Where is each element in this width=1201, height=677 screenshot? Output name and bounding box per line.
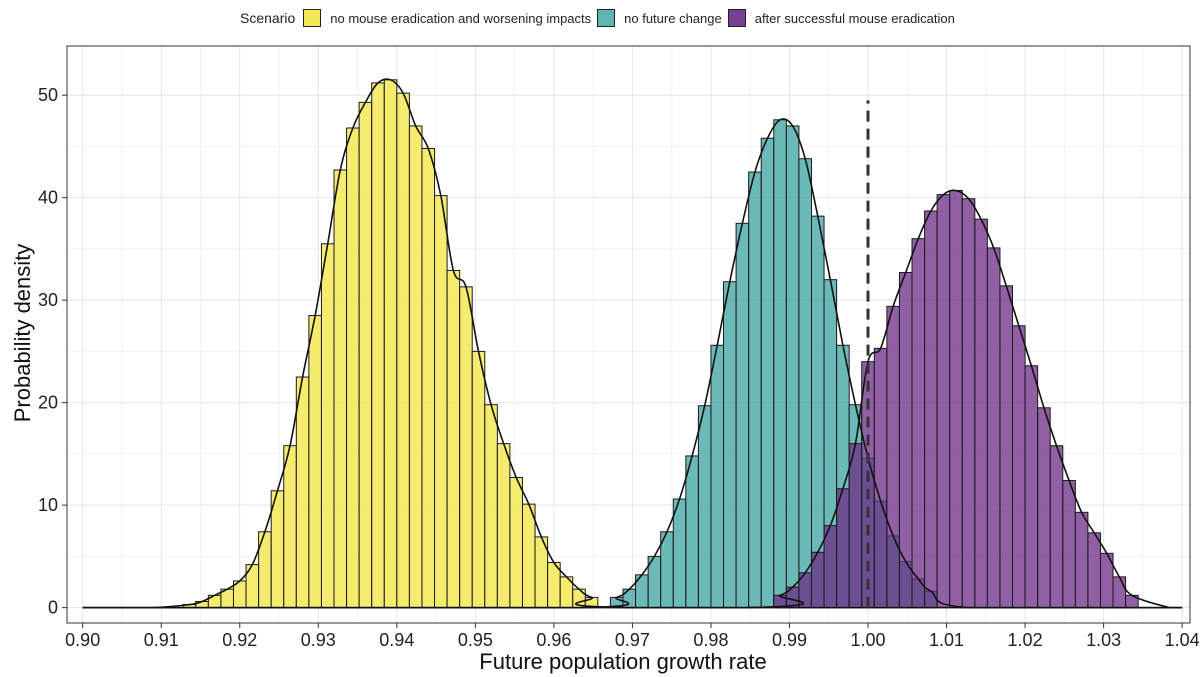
histogram-bar <box>459 286 473 609</box>
histogram-bar <box>320 243 335 609</box>
histogram-bar <box>333 169 348 609</box>
series-2-bars <box>773 190 1139 609</box>
x-tick-label: 0.90 <box>65 630 100 650</box>
histogram-bar <box>346 127 360 609</box>
y-tick-label: 10 <box>38 495 58 515</box>
histogram-bar <box>974 218 988 609</box>
histogram-bar <box>735 222 750 609</box>
x-tick-label: 0.96 <box>536 630 571 650</box>
histogram-bar <box>358 101 373 609</box>
series-1-bars <box>609 119 938 609</box>
histogram-bar <box>961 198 976 609</box>
legend-label-no-change: no future change <box>624 10 722 26</box>
histogram-bar <box>283 445 297 609</box>
histogram-bar <box>1012 325 1026 609</box>
histogram-bar <box>748 171 762 609</box>
histogram-bar <box>710 344 725 609</box>
x-tick-label: 0.92 <box>222 630 257 650</box>
legend-key-eradication <box>727 9 746 27</box>
histogram-bar <box>660 531 674 609</box>
histogram-bar <box>446 269 461 609</box>
legend: Scenario no mouse eradication and worsen… <box>240 7 961 29</box>
histogram-bar <box>836 488 850 609</box>
y-axis-label: Probability density <box>10 244 35 423</box>
series-0-bars <box>182 79 599 609</box>
histogram-bar <box>773 119 787 609</box>
x-tick-label: 1.02 <box>1008 630 1043 650</box>
legend-label-eradication: after successful mouse eradication <box>754 10 955 26</box>
histogram-bar <box>898 271 913 609</box>
x-tick-label: 0.97 <box>615 630 650 650</box>
histogram-bar <box>1024 365 1039 609</box>
y-tick-label: 40 <box>38 188 58 208</box>
series-1-density-curve <box>82 118 1183 609</box>
x-tick-label: 0.93 <box>301 630 336 650</box>
histogram-bar <box>308 315 322 609</box>
y-tick-label: 50 <box>38 85 58 105</box>
legend-label-worsening: no mouse eradication and worsening impac… <box>330 10 592 26</box>
histogram-bar <box>1049 445 1064 609</box>
legend-key-no-change <box>597 9 616 27</box>
histogram-bar <box>421 147 436 609</box>
histogram-bar <box>509 476 523 609</box>
panel-border <box>66 45 1191 624</box>
y-tick-label: 20 <box>38 393 58 413</box>
x-tick-label: 1.01 <box>929 630 964 650</box>
x-axis-label: Future population growth rate <box>479 649 766 674</box>
x-tick-label: 0.98 <box>693 630 728 650</box>
histogram-bar <box>1074 511 1089 609</box>
y-tick-label: 30 <box>38 290 58 310</box>
histogram-bar <box>496 443 511 609</box>
density-curves <box>82 78 1183 609</box>
histogram-bar <box>295 376 310 609</box>
histogram-bar <box>697 405 712 609</box>
histogram-bar <box>521 503 536 609</box>
histogram-bar <box>1087 532 1101 609</box>
x-tick-label: 0.91 <box>144 630 179 650</box>
histogram-bar <box>911 238 926 609</box>
histogram-bar <box>873 347 888 609</box>
histogram-bar <box>672 498 687 609</box>
histogram-bar <box>949 190 963 609</box>
histogram-bars <box>182 79 1139 609</box>
histogram-bar <box>685 455 699 609</box>
x-tick-label: 1.00 <box>850 630 885 650</box>
histogram-bar <box>471 350 486 609</box>
x-tick-label: 1.03 <box>1086 630 1121 650</box>
histogram-bar <box>371 82 385 609</box>
histogram-bar <box>823 525 838 609</box>
axes: 0.90 0.91 0.92 0.93 0.94 0.95 0.96 0.97 0.98 0.99… <box>38 85 1200 650</box>
series-0-density-curve <box>82 78 1183 609</box>
histogram-bar <box>1112 576 1127 609</box>
y-tick-label: 0 <box>48 598 58 618</box>
histogram-bar <box>408 125 423 609</box>
x-tick-label: 0.99 <box>772 630 807 650</box>
histogram-bar <box>810 215 825 609</box>
histogram-bar <box>886 305 900 609</box>
histogram-bar <box>986 247 1001 609</box>
histogram-bar <box>383 79 398 609</box>
histogram-bar <box>999 285 1014 609</box>
x-tick-label: 0.95 <box>458 630 493 650</box>
histogram-bar <box>1062 480 1076 609</box>
histogram-bar <box>434 195 448 609</box>
histogram-bar <box>936 194 951 609</box>
histogram-bar <box>1037 407 1051 609</box>
histogram-bar <box>760 137 775 609</box>
x-tick-label: 0.94 <box>379 630 414 650</box>
histogram-bar <box>924 210 938 609</box>
legend-key-worsening <box>303 9 322 27</box>
histogram-bar <box>484 404 498 609</box>
histogram-bar <box>723 281 737 609</box>
histogram-bar <box>848 443 863 609</box>
series-2-density-curve <box>82 189 1183 609</box>
x-tick-label: 1.04 <box>1165 630 1200 650</box>
histogram-bar <box>785 125 800 609</box>
histogram-bar <box>396 92 410 609</box>
histogram-bar <box>798 158 812 609</box>
legend-title: Scenario <box>240 10 296 26</box>
